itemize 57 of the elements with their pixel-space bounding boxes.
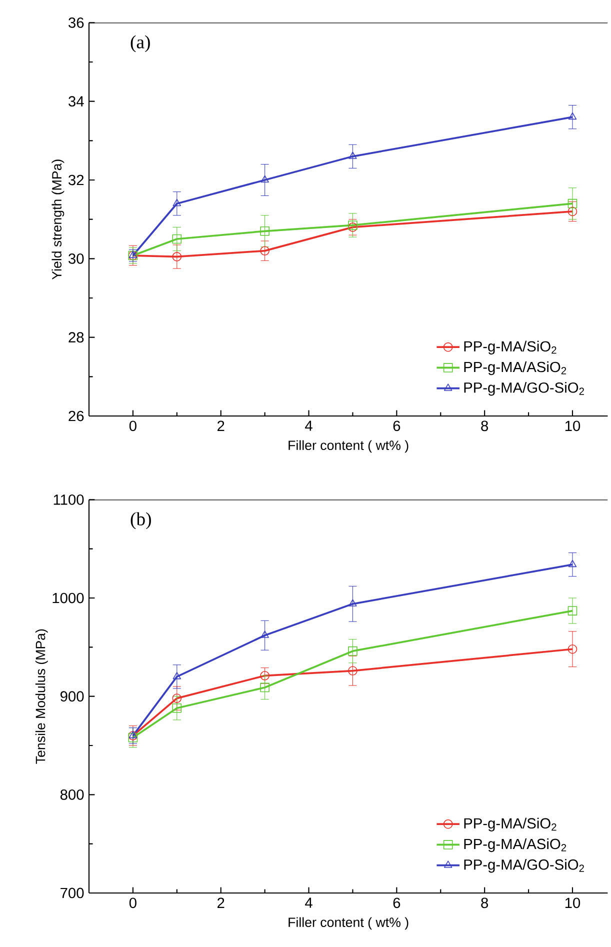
y-tick-label: 1000	[52, 592, 84, 604]
x-axis-title: Filler content ( wt% )	[288, 440, 408, 453]
y-tick-label: 34	[68, 96, 84, 107]
y-axis-title: Tensile Modulus (MPa)	[35, 629, 48, 764]
point	[568, 112, 577, 120]
point	[172, 234, 182, 244]
x-tick-label: 6	[393, 420, 400, 432]
x-tick-label: 2	[218, 898, 224, 908]
point	[348, 152, 357, 159]
x-tick-label: 2	[218, 420, 224, 431]
point	[260, 682, 270, 692]
y-tick-label: 36	[68, 17, 84, 28]
point	[172, 703, 182, 713]
point	[568, 606, 578, 616]
x-tick-label: 10	[565, 420, 580, 432]
y-tick-label: 700	[60, 888, 84, 898]
y-tick-label: 1100	[54, 494, 84, 505]
point	[260, 630, 269, 638]
y-tick-label: 800	[60, 789, 84, 800]
legend-label: PP-g-MA/GO-SiO$_{2}$	[464, 859, 584, 873]
point	[568, 560, 577, 568]
point	[260, 226, 270, 236]
point	[172, 672, 181, 680]
y-tick-label: 28	[68, 332, 84, 343]
point	[568, 644, 578, 654]
point	[348, 599, 357, 606]
point	[172, 252, 182, 262]
point	[172, 694, 182, 703]
point	[260, 671, 270, 680]
annotation: (a)	[130, 35, 150, 52]
y-axis-title: Yield strength (MPa)	[52, 160, 64, 280]
x-tick-label: 8	[481, 898, 488, 908]
x-tick-label: 4	[305, 420, 312, 431]
x-tick-label: 6	[393, 898, 400, 908]
legend-label: PP-g-MA/ASiO$_{2}$	[464, 361, 566, 376]
point	[568, 206, 578, 216]
y-tick-label: 900	[60, 691, 84, 702]
x-tick-label: 8	[481, 420, 488, 432]
x-tick-label: 0	[129, 420, 136, 432]
legend-label: PP-g-MA/SiO$_{2}$	[464, 340, 556, 354]
y-tick-label: 30	[68, 253, 84, 264]
legend-label: PP-g-MA/SiO$_{2}$	[464, 818, 556, 832]
x-axis-title: Filler content ( wt% )	[288, 917, 408, 930]
point	[260, 246, 270, 256]
x-tick-label: 0	[129, 898, 136, 908]
point	[348, 666, 358, 676]
point	[260, 175, 269, 183]
x-tick-label: 4	[305, 898, 312, 908]
y-tick-label: 32	[68, 174, 84, 186]
x-tick-label: 10	[565, 898, 580, 908]
point	[348, 646, 358, 656]
y-tick-label: 26	[68, 410, 84, 422]
legend-label: PP-g-MA/GO-SiO$_{2}$	[464, 382, 584, 396]
point	[172, 198, 181, 206]
point	[568, 198, 578, 208]
annotation: (b)	[130, 512, 151, 530]
legend-label: PP-g-MA/ASiO$_{2}$	[464, 838, 566, 852]
